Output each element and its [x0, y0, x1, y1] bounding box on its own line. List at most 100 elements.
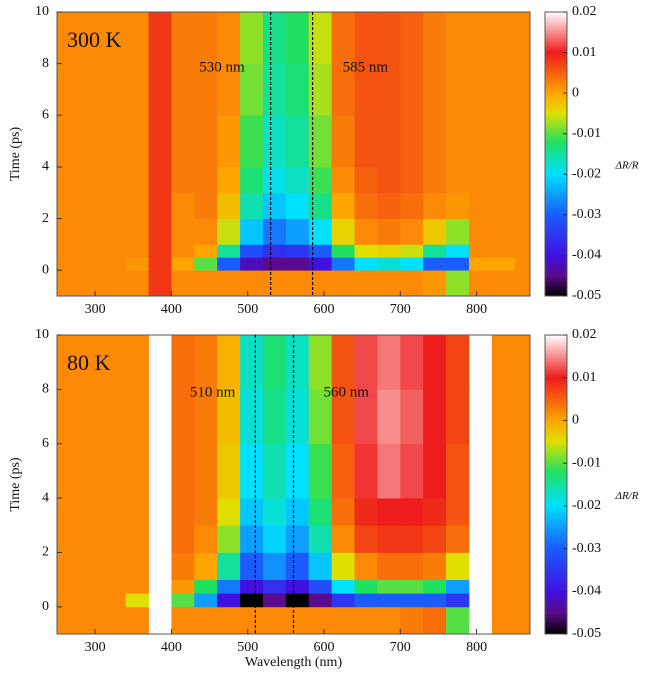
colorbar-tick-label: -0.05	[572, 288, 601, 303]
y-tick-label: 2	[42, 211, 49, 226]
y-tick-label: 0	[42, 599, 49, 614]
heatmap-cell	[171, 593, 195, 608]
heatmap-cell	[57, 257, 81, 271]
heatmap-cell	[308, 270, 333, 297]
heatmap-cell	[125, 579, 149, 594]
heatmap-cell	[171, 606, 195, 635]
heatmap-cell	[423, 270, 447, 297]
heatmap-cell	[217, 389, 241, 445]
heatmap-cell	[354, 270, 378, 297]
heatmap-cell	[171, 552, 195, 581]
heatmap-cell	[400, 443, 424, 499]
heatmap-cell	[331, 192, 355, 219]
heatmap-cell	[285, 335, 310, 390]
heatmap-cell	[423, 606, 447, 635]
colorbar	[544, 11, 568, 297]
heatmap-cell	[125, 270, 149, 297]
heatmap-cell	[102, 593, 127, 608]
heatmap-cell	[194, 579, 218, 594]
colorbar-tick-label: -0.02	[572, 167, 601, 182]
heatmap-cell	[514, 192, 531, 219]
heatmap-cell	[354, 244, 378, 258]
y-tick-label: 6	[42, 436, 49, 451]
colorbar-tick-label: -0.03	[572, 541, 601, 556]
heatmap-cell	[308, 166, 333, 194]
heatmap-cell	[491, 389, 516, 445]
heatmap-cell	[102, 498, 127, 526]
heatmap-cell	[102, 63, 127, 116]
x-tick-label: 400	[161, 640, 182, 655]
heatmap-cell	[491, 606, 516, 635]
heatmap-cell	[79, 12, 104, 65]
heatmap-cell	[57, 192, 81, 219]
heatmap-cell	[446, 593, 470, 608]
colorbar-tick-label: 0	[572, 85, 579, 100]
heatmap-cell	[446, 115, 470, 168]
heatmap-cell	[262, 443, 287, 499]
heatmap-cell	[125, 166, 149, 194]
heatmap-cell	[262, 498, 287, 526]
heatmap-cell	[446, 335, 470, 390]
colorbar-tick-label: -0.01	[572, 455, 601, 470]
heatmap-cell	[354, 606, 378, 635]
heatmap-cell	[240, 606, 264, 635]
heatmap-cell	[194, 12, 218, 65]
y-tick-label: 2	[42, 545, 49, 560]
heatmap-cell	[514, 166, 531, 194]
heatmap-cell	[102, 12, 127, 65]
heatmap-cell	[57, 579, 81, 594]
heatmap-cell	[354, 579, 378, 594]
heatmap-cell	[194, 593, 218, 608]
heatmap-cell	[217, 115, 241, 168]
heatmap-cell	[148, 270, 172, 297]
heatmap-cell	[57, 218, 81, 245]
heatmap-cell	[125, 552, 149, 581]
x-axis-label: Wavelength (nm)	[245, 655, 343, 670]
heatmap-cell	[217, 192, 241, 219]
heatmap-cell	[79, 244, 104, 258]
heatmap-cell	[446, 579, 470, 594]
colorbar	[544, 334, 568, 635]
heatmap-cell	[377, 579, 401, 594]
heatmap-cell	[446, 12, 470, 65]
heatmap-cell	[491, 525, 516, 553]
heatmap-cell	[148, 115, 172, 168]
heatmap-cell	[102, 244, 127, 258]
heatmap-cell	[57, 593, 81, 608]
heatmap-cell	[125, 498, 149, 526]
heatmap-cell	[400, 12, 424, 65]
heatmap-cell	[194, 335, 218, 390]
colorbar-tick-label: 0.01	[572, 370, 597, 385]
heatmap-cell	[148, 218, 172, 245]
heatmap-cell	[468, 63, 493, 116]
heatmap-cell	[446, 389, 470, 445]
heatmap-cell	[194, 552, 218, 581]
heatmap-cell	[377, 244, 401, 258]
heatmap-cell	[400, 552, 424, 581]
heatmap-cell	[468, 218, 493, 245]
heatmap-cell	[148, 257, 172, 271]
colorbar-label: ΔR/R	[615, 160, 639, 172]
x-tick-label: 600	[314, 302, 335, 317]
heatmap-cell	[125, 593, 149, 608]
heatmap-cell	[491, 257, 516, 271]
heatmap-cell	[377, 498, 401, 526]
heatmap-cell	[102, 606, 127, 635]
heatmap-cell	[262, 218, 287, 245]
heatmap-cell	[331, 606, 355, 635]
heatmap-cell	[331, 525, 355, 553]
heatmap-cell	[468, 270, 493, 297]
heatmap-cell	[217, 270, 241, 297]
heatmap-cell	[446, 244, 470, 258]
heatmap-cell	[400, 335, 424, 390]
heatmap-cell	[262, 389, 287, 445]
heatmap-cell	[491, 12, 516, 65]
heatmap-cell	[79, 63, 104, 116]
heatmap-cell	[262, 166, 287, 194]
heatmap-cell	[102, 192, 127, 219]
heatmap-cell	[377, 192, 401, 219]
heatmap-cell	[194, 498, 218, 526]
heatmap-cell	[491, 63, 516, 116]
heatmap-cell	[217, 12, 241, 65]
heatmap-cell	[423, 12, 447, 65]
